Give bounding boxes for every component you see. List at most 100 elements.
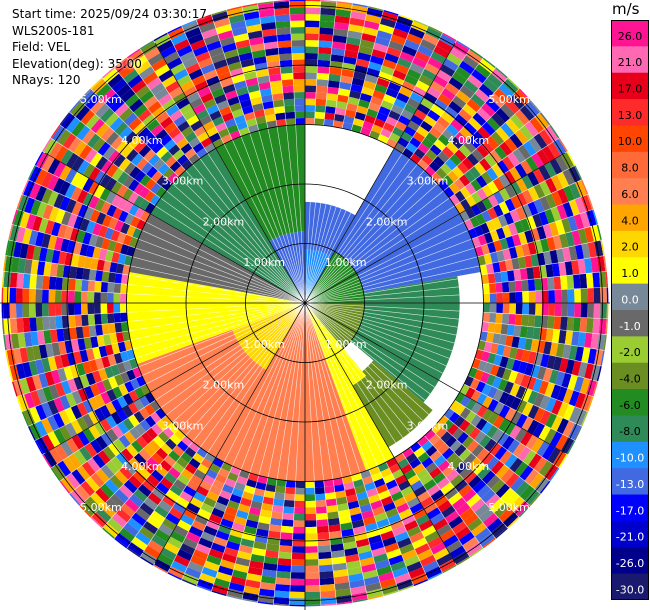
noise-gate — [458, 60, 475, 75]
noise-gate — [221, 42, 237, 53]
ray-line — [113, 302, 306, 540]
noise-gate — [509, 94, 525, 110]
colorbar-bin — [611, 573, 649, 600]
ray-line — [304, 99, 531, 304]
noise-gate — [380, 495, 394, 507]
noise-gate — [11, 256, 20, 273]
noise-gate — [330, 543, 345, 552]
noise-gate — [392, 69, 407, 81]
colorbar-frame — [611, 20, 649, 600]
noise-gate — [305, 572, 320, 579]
noise-gate — [555, 155, 569, 172]
noise-gate — [398, 508, 413, 520]
noise-gate — [500, 468, 515, 484]
ray-line — [181, 302, 306, 581]
noise-gate — [472, 130, 486, 145]
noise-gate — [91, 222, 102, 236]
noise-gate — [208, 81, 223, 93]
noise-gate — [35, 316, 44, 332]
noise-gate — [403, 103, 417, 115]
noise-gate — [507, 439, 521, 454]
noise-gate — [327, 511, 340, 520]
noise-gate — [317, 53, 332, 61]
noise-gate — [156, 419, 168, 432]
noise-gate — [573, 274, 581, 289]
noise-gate — [65, 198, 77, 214]
velocity-sector-13 — [129, 213, 300, 302]
noise-gate — [567, 215, 578, 232]
range-ring-label: 1.00km — [325, 256, 367, 269]
noise-gate — [155, 407, 167, 420]
noise-gate — [215, 473, 228, 484]
noise-gate — [107, 303, 114, 314]
noise-gate — [562, 388, 574, 405]
noise-gate — [558, 454, 568, 469]
ray-line — [226, 302, 306, 597]
noise-gate — [144, 178, 157, 191]
noise-gate — [1, 287, 4, 303]
colorbar-bin — [611, 20, 649, 47]
noise-gate — [1, 303, 4, 319]
noise-gate — [131, 536, 148, 551]
noise-gate — [496, 292, 503, 303]
noise-gate — [196, 447, 208, 459]
noise-gate — [151, 452, 164, 465]
noise-gate — [251, 49, 266, 59]
noise-gate — [150, 469, 165, 483]
ray-line — [181, 25, 306, 304]
noise-gate — [168, 450, 181, 462]
noise-gate — [23, 392, 36, 409]
noise-gate — [505, 334, 514, 347]
noise-gate — [464, 219, 475, 231]
ray-line — [195, 19, 306, 304]
noise-gate — [221, 133, 233, 144]
noise-gate — [212, 138, 224, 149]
noise-gate — [82, 231, 92, 246]
ray-line — [304, 302, 497, 540]
noise-gate — [69, 327, 78, 341]
noise-gate — [459, 186, 472, 199]
noise-gate — [420, 97, 435, 110]
colorbar-tick-label: -26.0 — [616, 557, 644, 570]
noise-gate — [544, 125, 559, 143]
noise-gate — [208, 548, 224, 560]
noise-gate — [400, 485, 414, 497]
noise-gate — [22, 288, 30, 303]
noise-gate — [465, 195, 477, 208]
noise-gate — [199, 480, 213, 492]
noise-gate — [124, 255, 133, 266]
noise-gate — [533, 352, 544, 367]
noise-gate — [534, 476, 550, 494]
noise-gate — [567, 288, 575, 303]
noise-gate — [417, 490, 431, 503]
noise-gate — [471, 443, 485, 458]
noise-gate — [227, 472, 239, 482]
noise-gate — [212, 457, 224, 468]
noise-gate — [147, 539, 164, 554]
noise-gate — [107, 354, 117, 367]
noise-gate — [83, 385, 95, 400]
noise-gate — [474, 430, 487, 444]
noise-gate — [437, 499, 452, 513]
noise-gate — [587, 348, 597, 365]
range-ring-label: 4.00km — [121, 134, 163, 147]
noise-gate — [124, 461, 138, 476]
noise-gate — [521, 314, 529, 327]
noise-gate — [465, 386, 476, 399]
noise-gate — [9, 303, 17, 319]
noise-gate — [111, 512, 128, 528]
noise-gate — [362, 569, 379, 580]
noise-gate — [388, 554, 404, 566]
noise-gate — [603, 334, 607, 351]
noise-gate — [524, 255, 533, 268]
colorbar-bin — [611, 257, 649, 285]
noise-gate — [294, 487, 305, 495]
ray-line — [304, 239, 602, 304]
noise-gate — [294, 500, 305, 508]
noise-gate — [184, 567, 202, 579]
noise-gate — [539, 112, 551, 126]
noise-gate — [530, 364, 541, 379]
noise-gate — [80, 89, 97, 106]
colorbar-tick-label: 1.0 — [621, 267, 639, 280]
noise-gate — [100, 313, 109, 325]
